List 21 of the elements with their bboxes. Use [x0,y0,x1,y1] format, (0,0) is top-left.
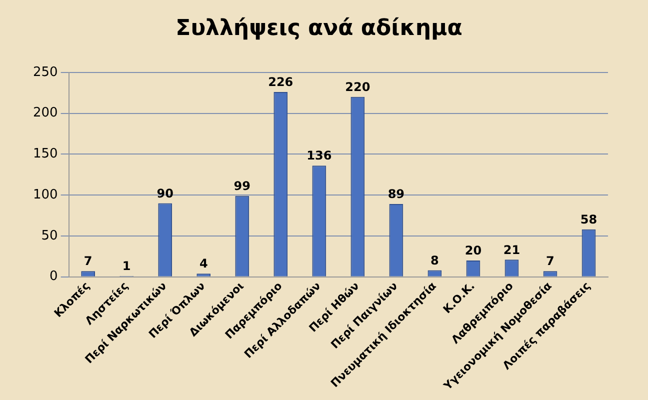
y-tick-label: 50 [41,228,58,244]
data-label: 21 [503,242,520,257]
data-label: 89 [388,187,405,202]
y-tick-label: 250 [32,64,58,80]
chart-title: Συλλήψεις ανά αδίκημα [176,16,462,41]
y-tick-label: 200 [32,106,58,121]
data-label: 4 [199,256,208,271]
data-label: 99 [234,179,250,194]
data-label: 8 [430,253,439,268]
data-label: 7 [546,254,554,268]
data-label: 220 [345,80,370,94]
data-label: 20 [464,244,482,258]
y-tick-label: 150 [32,146,58,162]
data-label: 1 [122,259,131,274]
y-tick-label: 0 [50,269,58,284]
y-tick-label: 100 [32,187,58,202]
data-label: 136 [306,148,332,163]
data-label: 7 [84,254,92,268]
data-label: 58 [580,212,598,227]
data-label: 226 [268,75,294,90]
data-label: 90 [156,186,174,200]
